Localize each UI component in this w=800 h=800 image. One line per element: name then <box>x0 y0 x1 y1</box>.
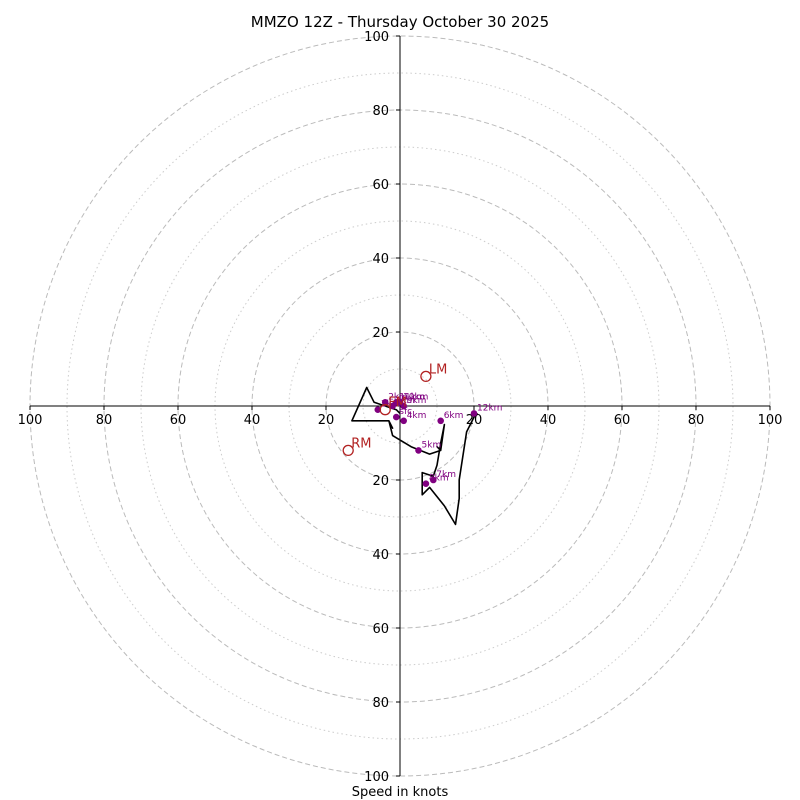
storm-motion-marker-rm <box>342 444 354 457</box>
y-tick-label: 100 <box>364 770 389 785</box>
height-marker-11km <box>393 399 400 406</box>
x-tick-label: 100 <box>18 413 43 428</box>
x-tick-label: 40 <box>244 413 261 428</box>
storm-motion-marker-fm <box>379 404 391 416</box>
height-marker-1km <box>374 406 382 414</box>
height-label-2km: 2km <box>388 392 408 402</box>
height-label-7km: 7km <box>436 470 456 480</box>
storm-motion-marker-lm <box>420 370 432 383</box>
y-tick-label: 100 <box>364 30 389 45</box>
height-marker-8km <box>422 480 430 488</box>
height-label-10km: 10km <box>403 392 428 402</box>
height-marker-sfc <box>393 413 400 421</box>
y-tick-label: 60 <box>372 178 389 193</box>
x-tick-label: 40 <box>540 413 557 428</box>
y-tick-label: 20 <box>372 474 389 489</box>
height-marker-2km <box>381 399 389 406</box>
height-marker-6km <box>437 417 445 425</box>
y-tick-label: 40 <box>372 252 389 267</box>
x-axis-label: Speed in knots <box>352 785 449 800</box>
height-label-5km: 5km <box>422 440 442 450</box>
y-tick-label: 40 <box>372 548 389 563</box>
x-tick-label: 60 <box>170 413 187 428</box>
x-tick-label: 100 <box>758 413 783 428</box>
x-tick-label: 80 <box>96 413 113 428</box>
y-tick-label: 20 <box>372 326 389 341</box>
height-marker-5km <box>415 447 422 454</box>
height-marker-12km <box>470 410 478 417</box>
height-label-9km: 9km <box>407 396 427 406</box>
chart-title: MMZO 12Z - Thursday October 30 2025 <box>251 13 549 31</box>
height-label-3km: 3km <box>396 396 416 406</box>
height-label-12km: 12km <box>477 403 502 413</box>
storm-motion-label-rm: RM <box>351 436 371 451</box>
storm-motion-label-lm: LM <box>429 362 447 377</box>
x-tick-label: 20 <box>318 413 335 428</box>
hodograph-trace <box>351 386 479 526</box>
height-marker-4km <box>400 417 408 425</box>
height-marker-7km <box>430 476 437 484</box>
height-label-6km: 6km <box>444 411 464 421</box>
x-tick-label: 60 <box>614 413 631 428</box>
height-label-11km: 11km <box>399 392 424 402</box>
y-tick-label: 80 <box>372 696 389 711</box>
height-label-4km: 4km <box>407 411 427 421</box>
height-label-8km: 8km <box>429 474 449 484</box>
x-tick-label: 80 <box>688 413 705 428</box>
height-label-sfc: sfc <box>399 407 412 417</box>
storm-motion-label-fm: FM <box>388 396 407 411</box>
y-tick-label: 80 <box>372 104 389 119</box>
y-tick-label: 60 <box>372 622 389 637</box>
